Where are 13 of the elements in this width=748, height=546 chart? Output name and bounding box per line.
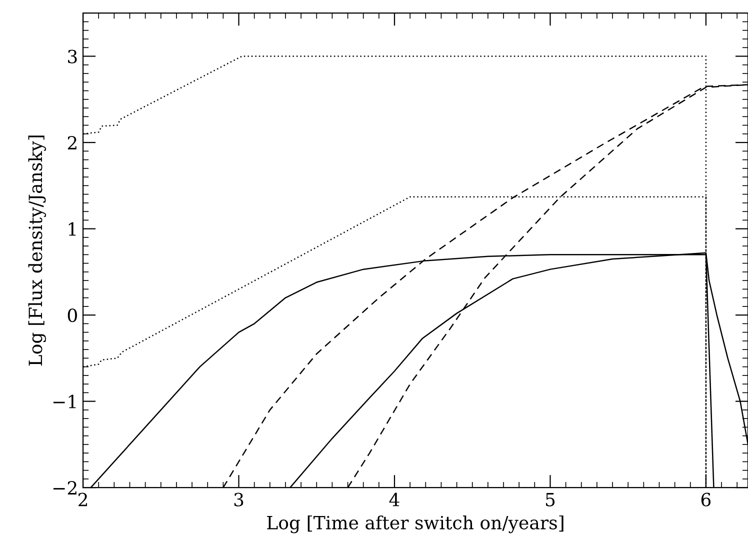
x-tick-label: 3 — [234, 492, 244, 506]
x-tick-label: 5 — [546, 492, 555, 506]
y-tick-label: −2 — [53, 481, 76, 494]
y-tick-label: 1 — [68, 222, 76, 236]
y-tick-label: 0 — [68, 308, 77, 322]
x-tick-label: 2 — [78, 492, 87, 506]
y-tick-label: 3 — [68, 50, 77, 64]
y-tick-label: −1 — [53, 394, 76, 408]
x-tick-label: 4 — [389, 492, 400, 506]
y-axis-title: Log [Flux density/Jansky] — [28, 136, 46, 366]
x-tick-label: 6 — [701, 492, 711, 506]
x-axis-title: Log [Time after switch on/years] — [267, 515, 564, 534]
y-tick-label: 2 — [68, 136, 76, 150]
